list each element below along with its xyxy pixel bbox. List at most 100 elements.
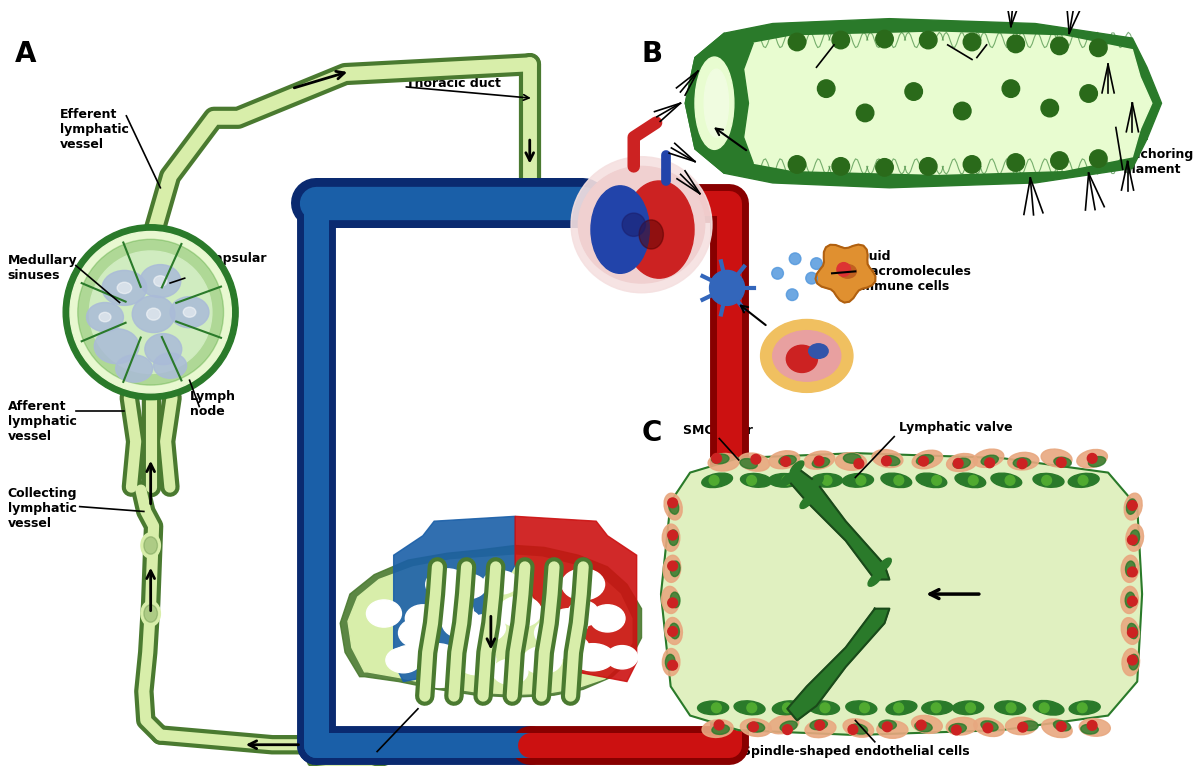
Ellipse shape: [1042, 449, 1072, 467]
Ellipse shape: [457, 646, 496, 674]
Circle shape: [882, 722, 892, 732]
Circle shape: [667, 498, 678, 507]
Circle shape: [1007, 154, 1025, 171]
Ellipse shape: [418, 660, 461, 688]
Circle shape: [1007, 35, 1025, 53]
Ellipse shape: [578, 166, 704, 283]
Text: Afferent
lymphatic
vessel: Afferent lymphatic vessel: [7, 399, 77, 443]
Ellipse shape: [1068, 473, 1099, 487]
Ellipse shape: [708, 454, 739, 471]
Ellipse shape: [916, 473, 947, 488]
Ellipse shape: [86, 302, 124, 332]
Circle shape: [788, 155, 805, 173]
Ellipse shape: [917, 455, 934, 465]
Polygon shape: [394, 517, 515, 681]
Polygon shape: [816, 245, 876, 302]
Circle shape: [90, 251, 212, 374]
Ellipse shape: [973, 718, 1004, 737]
Circle shape: [919, 456, 929, 466]
Ellipse shape: [734, 701, 766, 715]
Text: B: B: [642, 40, 662, 68]
Ellipse shape: [768, 473, 799, 487]
Ellipse shape: [768, 715, 799, 733]
Ellipse shape: [886, 701, 917, 715]
Circle shape: [1128, 628, 1138, 637]
Ellipse shape: [132, 296, 175, 333]
Ellipse shape: [914, 722, 932, 732]
Ellipse shape: [140, 533, 161, 558]
Polygon shape: [685, 19, 1162, 188]
Circle shape: [1051, 152, 1068, 169]
Ellipse shape: [1121, 556, 1139, 583]
Circle shape: [1006, 703, 1016, 713]
Ellipse shape: [640, 220, 664, 249]
Circle shape: [712, 454, 721, 463]
Ellipse shape: [536, 635, 571, 660]
Ellipse shape: [1079, 719, 1110, 737]
Ellipse shape: [386, 647, 421, 673]
Circle shape: [876, 30, 893, 48]
Circle shape: [790, 253, 800, 265]
Circle shape: [667, 626, 678, 636]
Ellipse shape: [571, 157, 712, 293]
Ellipse shape: [980, 721, 998, 731]
Ellipse shape: [115, 355, 152, 382]
Text: Medullary
sinuses: Medullary sinuses: [7, 254, 78, 282]
Ellipse shape: [955, 473, 985, 488]
Ellipse shape: [702, 720, 733, 737]
Circle shape: [814, 456, 824, 466]
Ellipse shape: [1088, 457, 1105, 467]
Ellipse shape: [1129, 654, 1139, 670]
Circle shape: [746, 703, 757, 713]
Text: Lymphatic capillaries: Lymphatic capillaries: [379, 740, 527, 753]
Ellipse shape: [800, 495, 814, 508]
Text: Oak leaf-shaped endothelial cells: Oak leaf-shaped endothelial cells: [773, 33, 1006, 45]
Ellipse shape: [1042, 719, 1072, 737]
Text: SMC layer: SMC layer: [683, 424, 754, 437]
Circle shape: [953, 458, 964, 469]
Ellipse shape: [145, 333, 181, 364]
Ellipse shape: [558, 636, 589, 659]
Ellipse shape: [912, 716, 942, 733]
Ellipse shape: [406, 605, 440, 632]
Circle shape: [1002, 80, 1020, 97]
Circle shape: [1078, 703, 1087, 713]
Text: Lymph
node: Lymph node: [190, 390, 235, 418]
Ellipse shape: [448, 573, 486, 599]
Circle shape: [848, 725, 858, 734]
Text: A: A: [14, 40, 36, 68]
Circle shape: [1090, 150, 1108, 167]
Ellipse shape: [562, 569, 605, 600]
Ellipse shape: [740, 719, 772, 737]
Ellipse shape: [739, 453, 769, 471]
Ellipse shape: [835, 453, 866, 470]
Circle shape: [919, 31, 937, 49]
Ellipse shape: [140, 601, 161, 626]
Ellipse shape: [670, 623, 679, 639]
Ellipse shape: [846, 701, 877, 715]
Ellipse shape: [947, 454, 977, 472]
Ellipse shape: [154, 353, 187, 378]
Circle shape: [782, 703, 792, 713]
Ellipse shape: [1021, 721, 1038, 730]
Circle shape: [667, 531, 678, 540]
Ellipse shape: [842, 473, 874, 487]
Ellipse shape: [877, 721, 908, 738]
Ellipse shape: [991, 473, 1021, 487]
Ellipse shape: [695, 57, 734, 149]
Circle shape: [772, 267, 784, 279]
Ellipse shape: [811, 473, 842, 487]
Circle shape: [667, 598, 678, 608]
Circle shape: [781, 457, 791, 466]
Ellipse shape: [1122, 649, 1140, 676]
Circle shape: [811, 258, 822, 270]
Ellipse shape: [1006, 717, 1037, 735]
Ellipse shape: [144, 605, 157, 622]
Ellipse shape: [534, 619, 570, 646]
Ellipse shape: [1054, 720, 1070, 731]
Circle shape: [746, 476, 756, 485]
Ellipse shape: [668, 499, 679, 514]
Polygon shape: [661, 453, 1142, 735]
Circle shape: [622, 213, 646, 236]
Ellipse shape: [170, 297, 209, 328]
